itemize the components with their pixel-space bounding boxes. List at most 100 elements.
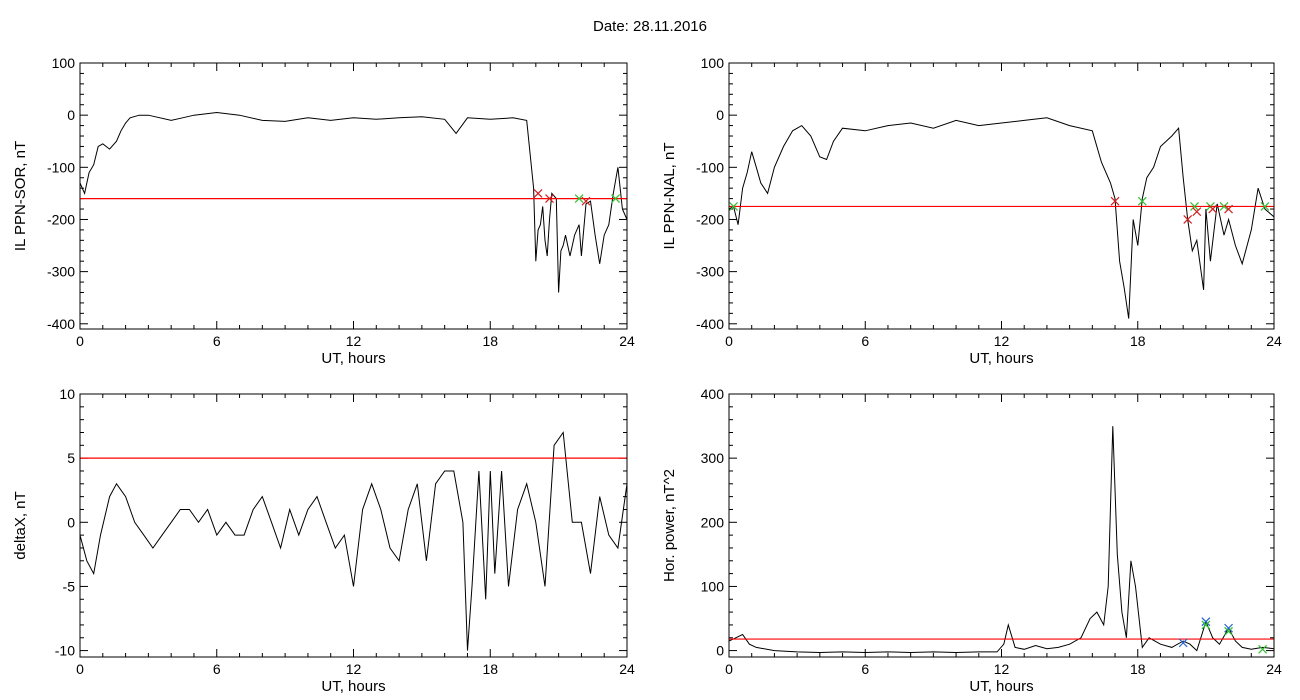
x-tick-label: 12 <box>994 661 1010 677</box>
y-tick-label: 100 <box>701 578 725 594</box>
event-marker-stroke <box>1224 626 1234 636</box>
event-marker <box>1201 620 1211 630</box>
event-marker <box>1219 202 1229 211</box>
event-marker-stroke <box>611 194 621 204</box>
y-tick-label: -200 <box>47 211 75 227</box>
event-marker-stroke <box>1190 202 1199 211</box>
event-marker <box>1137 196 1147 206</box>
event-marker-stroke <box>574 194 584 204</box>
page-title: Date: 28.11.2016 <box>593 18 707 35</box>
series-line <box>80 111 627 293</box>
plot-frame <box>728 393 1275 658</box>
event-marker-stroke <box>1192 207 1202 217</box>
y-axis-label: Hor. power, nT^2 <box>661 469 678 582</box>
event-marker <box>1178 638 1188 648</box>
event-marker-stroke <box>581 196 591 206</box>
event-marker <box>1192 207 1202 217</box>
event-marker <box>1260 202 1270 211</box>
y-tick-label: 0 <box>716 643 724 659</box>
event-marker <box>1224 623 1234 633</box>
x-tick-label: 18 <box>482 661 498 677</box>
plot-frame <box>728 62 1275 330</box>
y-tick-label: -300 <box>47 264 75 280</box>
event-marker <box>1190 202 1199 211</box>
x-tick-label: 0 <box>76 333 84 349</box>
x-tick-label: 18 <box>482 333 498 349</box>
y-tick-label: -100 <box>47 159 75 175</box>
y-axis-label: IL PPN-NAL, nT <box>661 143 678 250</box>
event-marker <box>574 194 584 204</box>
event-marker <box>1201 617 1211 627</box>
event-marker <box>533 188 543 198</box>
x-tick-label: 0 <box>725 333 733 349</box>
y-tick-label: 0 <box>716 107 724 123</box>
x-tick-label: 6 <box>861 333 869 349</box>
x-tick-label: 12 <box>994 333 1010 349</box>
y-axis-label: IL PPN-SOR, nT <box>12 141 29 251</box>
x-tick-label: 24 <box>1266 333 1282 349</box>
event-marker-stroke <box>1219 202 1229 211</box>
chart-panel-4: 0 6 12 18 24 400 300 200 100 0 UT, hours Hor. power… <box>661 386 1282 695</box>
event-marker <box>1224 626 1234 636</box>
event-marker-stroke <box>533 188 543 198</box>
event-marker-stroke <box>1224 623 1234 633</box>
y-tick-label: -300 <box>696 264 724 280</box>
event-marker <box>1110 196 1120 206</box>
y-tick-label: -400 <box>696 316 724 332</box>
plot-frame <box>79 393 628 658</box>
event-marker <box>1183 215 1193 224</box>
event-marker-stroke <box>1201 617 1211 627</box>
y-axis-label: deltaX, nT <box>12 491 29 559</box>
y-tick-label: -5 <box>63 578 76 594</box>
y-tick-label: -200 <box>696 211 724 227</box>
x-tick-label: 0 <box>76 661 84 677</box>
y-tick-label: 400 <box>701 386 725 402</box>
event-marker <box>1208 204 1218 214</box>
event-marker-stroke <box>545 194 554 204</box>
x-tick-label: 24 <box>1266 661 1282 677</box>
y-tick-label: 0 <box>67 107 75 123</box>
y-tick-label: 10 <box>59 386 75 402</box>
event-marker-stroke <box>1201 620 1211 630</box>
event-marker-stroke <box>1137 196 1147 206</box>
y-tick-label: -400 <box>47 316 75 332</box>
chart-panel-2: 0 6 12 18 24 100 0 -100 -200 -300 -400 UT, hours IL … <box>661 55 1282 367</box>
x-tick-label: 6 <box>213 333 221 349</box>
x-axis-label: UT, hours <box>969 350 1033 367</box>
y-tick-label: 100 <box>52 55 76 71</box>
event-marker-stroke <box>1110 196 1120 206</box>
y-tick-label: 100 <box>701 55 725 71</box>
y-tick-label: -100 <box>696 159 724 175</box>
series-line <box>80 431 627 651</box>
event-marker <box>729 202 738 211</box>
y-tick-label: 0 <box>67 514 75 530</box>
x-tick-label: 24 <box>619 333 635 349</box>
series-line <box>729 426 1274 654</box>
chart-panel-3: 0 6 12 18 24 10 5 0 -5 -10 UT, hours deltaX, nT <box>12 386 635 695</box>
x-tick-label: 0 <box>725 661 733 677</box>
x-tick-label: 12 <box>346 333 362 349</box>
event-marker <box>1224 204 1234 214</box>
event-marker <box>581 196 591 206</box>
x-tick-label: 18 <box>1130 661 1146 677</box>
event-marker-stroke <box>729 202 738 211</box>
event-marker <box>545 194 554 204</box>
y-tick-label: 5 <box>67 450 75 466</box>
event-marker <box>611 194 621 204</box>
event-marker-stroke <box>1183 215 1193 224</box>
event-marker-stroke <box>1224 204 1234 214</box>
x-tick-label: 24 <box>619 661 635 677</box>
x-axis-label: UT, hours <box>321 678 385 695</box>
x-axis-label: UT, hours <box>969 678 1033 695</box>
y-tick-label: -10 <box>55 643 75 659</box>
event-marker-stroke <box>1258 644 1268 654</box>
event-marker-stroke <box>1178 638 1188 648</box>
y-tick-label: 200 <box>701 514 725 530</box>
y-tick-label: 300 <box>701 450 725 466</box>
x-tick-label: 12 <box>346 661 362 677</box>
series-line <box>729 117 1274 319</box>
chart-panel-1: 0 6 12 18 24 100 0 -100 -200 -300 -400 UT, hours IL … <box>12 55 635 367</box>
event-marker-stroke <box>1260 202 1270 211</box>
x-tick-label: 18 <box>1130 333 1146 349</box>
